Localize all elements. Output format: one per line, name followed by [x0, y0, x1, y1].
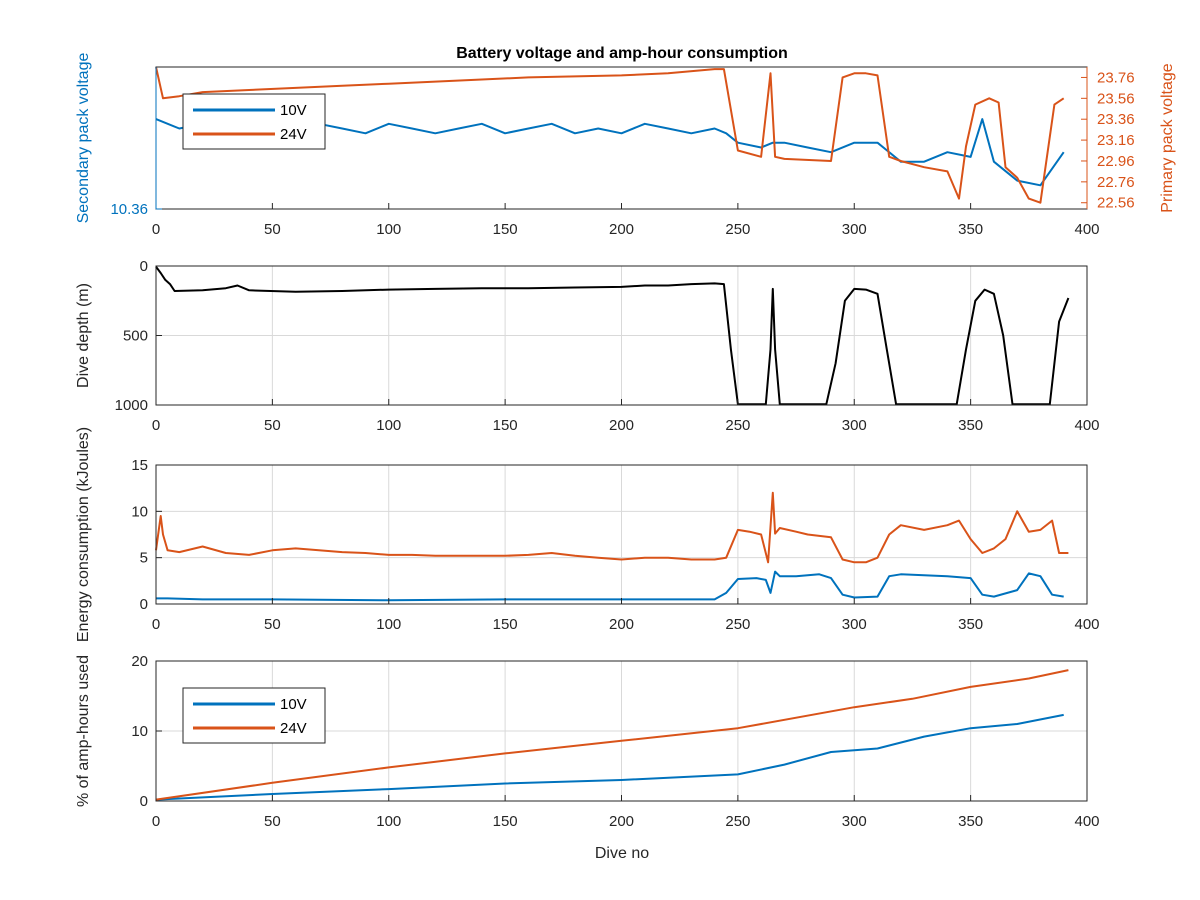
legend-label-24v: 24V: [280, 720, 307, 737]
x-tick-label: 50: [264, 813, 281, 830]
y-right-tick-label: 23.16: [1097, 132, 1135, 149]
voltage-plot: 0 50 100 150 200 250 300 350 400 10.36 Secondary p…: [75, 53, 1176, 238]
x-tick-label: 300: [842, 221, 867, 238]
x-tick-label: 0: [152, 417, 160, 434]
x-tick-label: 0: [152, 813, 160, 830]
x-tick-label: 200: [609, 417, 634, 434]
series-line: [155, 266, 1070, 406]
x-tick-label: 100: [376, 221, 401, 238]
y-axis-label: % of amp-hours used: [75, 655, 92, 807]
x-tick-label: 150: [493, 616, 518, 633]
x-tick-label: 150: [493, 417, 518, 434]
x-tick-label: 250: [725, 813, 750, 830]
figure-title: Battery voltage and amp-hour consumption: [456, 45, 788, 62]
y-right-tick-label: 23.76: [1097, 69, 1135, 86]
x-tick-label: 0: [152, 221, 160, 238]
y-tick-label: 10: [131, 723, 148, 740]
y-tick-label: 0: [140, 596, 148, 613]
x-tick-label: 50: [264, 616, 281, 633]
amp-hours-plot: 0 50 100 150 200 250 300 350 400 0 10 20 % of amp-ho…: [75, 653, 1100, 830]
y-tick-label: 10.36: [110, 201, 148, 218]
legend-box: [182, 687, 326, 744]
series-line-24v: [155, 66, 1065, 204]
x-axis-label: Dive no: [595, 845, 649, 862]
x-tick-label: 50: [264, 221, 281, 238]
x-tick-label: 300: [842, 616, 867, 633]
x-tick-label: 200: [609, 616, 634, 633]
series-line-24v: [155, 491, 1069, 564]
x-tick-label: 150: [493, 221, 518, 238]
x-tick-label: 0: [152, 616, 160, 633]
x-tick-label: 250: [725, 616, 750, 633]
y-right-axis-label: Primary pack voltage: [1159, 63, 1176, 212]
series-line-10v: [156, 570, 1064, 602]
energy-plot: 0 50 100 150 200 250 300 350 400 0 5 10 15 Energy con…: [75, 427, 1100, 642]
x-tick-label: 350: [958, 813, 983, 830]
y-tick-label: 1000: [115, 397, 148, 414]
x-tick-label: 150: [493, 813, 518, 830]
y-right-tick-label: 23.36: [1097, 111, 1135, 128]
x-tick-label: 300: [842, 417, 867, 434]
y-right-tick-label: 22.96: [1097, 153, 1135, 170]
y-tick-label: 15: [131, 457, 148, 474]
x-tick-label: 250: [725, 221, 750, 238]
depth-plot: 0 50 100 150 200 250 300 350 400 0 500 1000 Dive dep…: [75, 258, 1100, 434]
x-tick-label: 300: [842, 813, 867, 830]
x-tick-label: 350: [958, 616, 983, 633]
x-tick-label: 100: [376, 616, 401, 633]
y-tick-label: 500: [123, 328, 148, 345]
x-tick-label: 100: [376, 813, 401, 830]
x-tick-label: 400: [1074, 221, 1099, 238]
x-tick-label: 400: [1074, 417, 1099, 434]
y-right-tick-label: 22.76: [1097, 174, 1135, 191]
x-tick-label: 250: [725, 417, 750, 434]
y-axis-label: Energy consumption (kJoules): [75, 427, 92, 642]
legend-label-10v: 10V: [280, 102, 307, 119]
x-tick-label: 200: [609, 221, 634, 238]
x-tick-label: 350: [958, 417, 983, 434]
x-tick-label: 100: [376, 417, 401, 434]
y-tick-label: 20: [131, 653, 148, 670]
y-tick-label: 0: [140, 258, 148, 275]
series-line-10v: [155, 713, 1064, 801]
x-tick-label: 350: [958, 221, 983, 238]
y-right-tick-label: 22.56: [1097, 195, 1135, 212]
legend-box: [182, 93, 326, 150]
x-tick-label: 400: [1074, 813, 1099, 830]
y-axis-label: Dive depth (m): [75, 283, 92, 388]
y-tick-label: 10: [131, 503, 148, 520]
x-tick-label: 200: [609, 813, 634, 830]
y-right-tick-label: 23.56: [1097, 90, 1135, 107]
y-axis-label: Secondary pack voltage: [75, 53, 92, 224]
x-tick-label: 400: [1074, 616, 1099, 633]
y-tick-label: 5: [140, 550, 148, 567]
legend-label-10v: 10V: [280, 696, 307, 713]
series-line-24v: [155, 669, 1069, 801]
y-tick-label: 0: [140, 793, 148, 810]
x-tick-label: 50: [264, 417, 281, 434]
legend-label-24v: 24V: [280, 126, 307, 143]
